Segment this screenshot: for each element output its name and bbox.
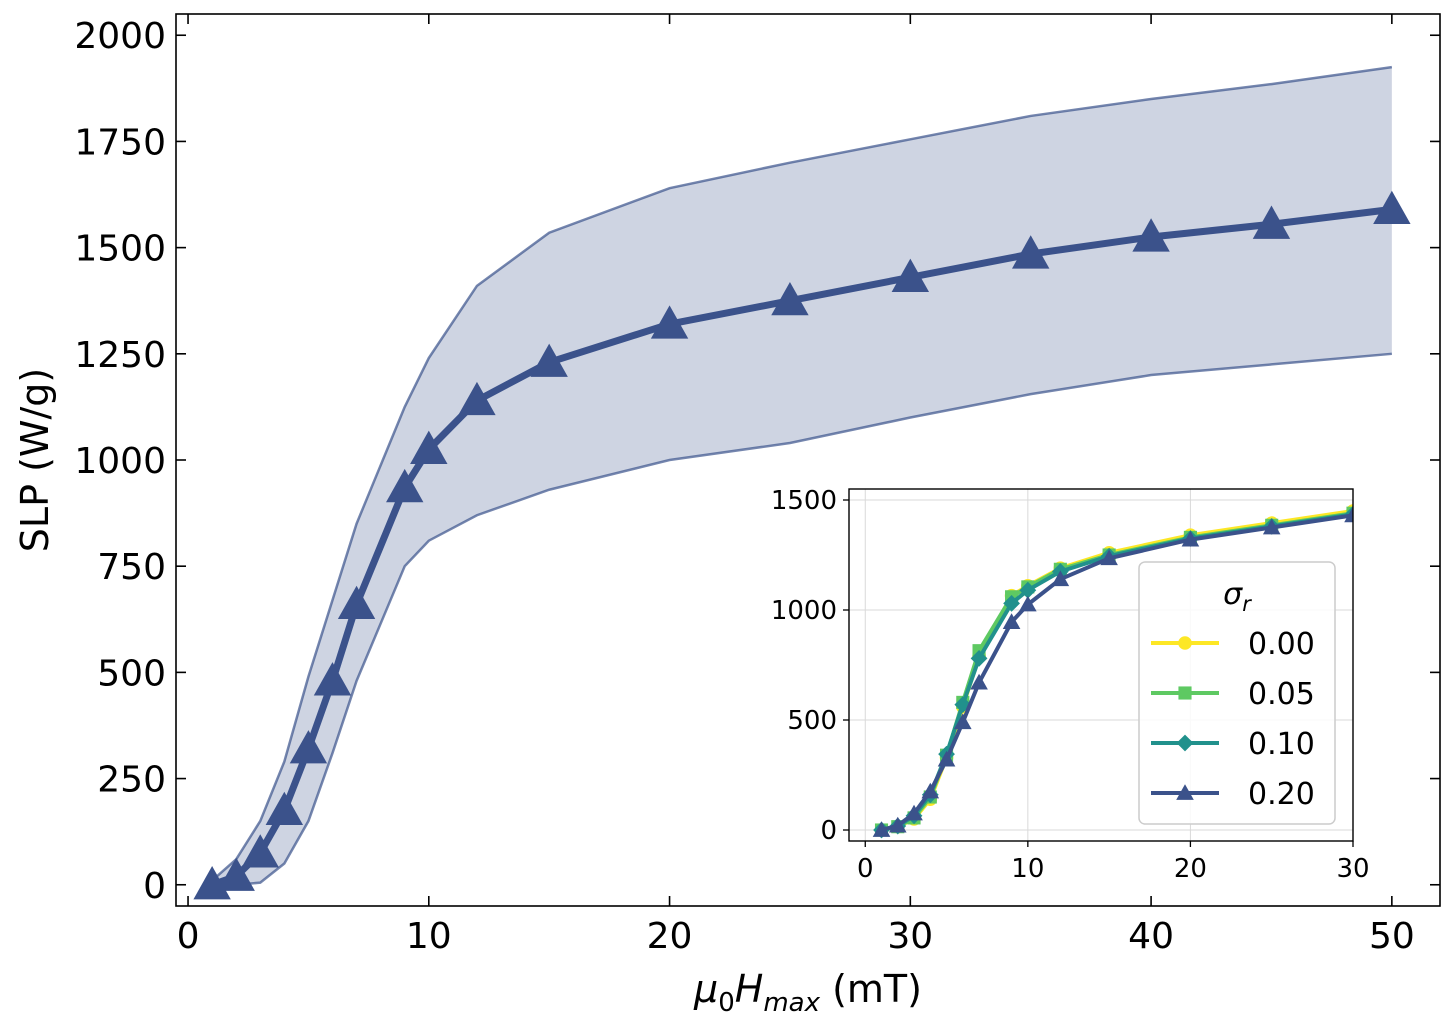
main-data-point	[1132, 218, 1170, 252]
inset-axis-ticks: 0 10 20 30 0 500 1000 1500	[771, 486, 1370, 884]
main-axis-ticks: 0 10 20 30 40 5002505007501000125015001750200…	[74, 14, 1440, 957]
x-tick-label: 0	[177, 916, 200, 957]
legend-entry-label: 0.00	[1248, 627, 1315, 662]
main-y-axis-label: SLP (W/g)	[13, 368, 57, 552]
legend-title: σr	[1223, 577, 1252, 616]
inset-data-point	[888, 816, 907, 833]
inset-data-point	[1100, 549, 1118, 566]
inset-y-tick-label: 1000	[771, 596, 837, 626]
inset-data-point	[937, 750, 956, 767]
y-tick-label: 250	[97, 760, 166, 801]
main-data-point	[410, 430, 448, 464]
main-data-point	[217, 857, 255, 891]
inset-data-point	[1344, 506, 1353, 523]
inset-y-tick-label: 0	[820, 816, 837, 846]
legend-entry-label: 0.20	[1248, 777, 1315, 812]
inset-data-point	[1003, 595, 1020, 612]
y-tick-label: 500	[97, 653, 166, 694]
legend-entry-label: 0.05	[1248, 677, 1315, 712]
inset-data-point	[1019, 595, 1037, 612]
main-x-axis-label: μ0Hmax (mT)	[693, 967, 922, 1018]
y-tick-label: 1500	[74, 229, 166, 270]
x-tick-label: 10	[406, 916, 452, 957]
main-data-point	[1012, 235, 1050, 269]
band-lower-edge	[212, 352, 1392, 889]
main-data-point	[337, 585, 376, 620]
band-upper-edge	[211, 65, 1393, 882]
inset-data-point	[905, 804, 923, 821]
y-tick-label: 750	[97, 547, 166, 588]
inset-x-tick-label: 0	[857, 854, 874, 884]
main-data-point	[193, 866, 231, 900]
legend-swatch-marker	[1178, 636, 1192, 650]
legend-swatch-marker	[1176, 784, 1194, 800]
legend-swatch-marker	[1176, 734, 1194, 752]
main-data-point	[650, 305, 689, 339]
inset-data-point	[1262, 518, 1281, 535]
inset-plot-frame	[848, 488, 1354, 842]
main-data-point	[289, 730, 328, 764]
main-data-point	[1252, 205, 1291, 239]
legend-entry-label: 0.10	[1248, 727, 1315, 762]
inset-data-point	[1002, 613, 1021, 629]
main-uncertainty-band-layer	[211, 65, 1393, 889]
main-data-point	[265, 791, 304, 826]
inset-data-point	[872, 821, 891, 837]
inset-data-point	[954, 713, 972, 730]
main-data-point	[241, 834, 279, 868]
x-tick-label: 20	[647, 916, 693, 957]
inset-legend: σr 0.00 0.05 0.10 0.20	[1138, 561, 1336, 825]
inset-x-tick-label: 30	[1336, 854, 1369, 884]
inset-y-tick-label: 500	[787, 706, 837, 736]
inset-data-point	[1019, 581, 1037, 599]
legend-box	[1138, 561, 1336, 825]
main-data-point	[1373, 190, 1411, 224]
legend-swatch-marker	[1178, 686, 1192, 700]
inset-data-point	[921, 782, 940, 799]
inset-data-point	[1051, 570, 1070, 587]
uncertainty-band-area	[212, 67, 1392, 887]
inset-data-point	[970, 650, 988, 667]
main-series-layer	[193, 190, 1411, 900]
inset-data-point	[970, 673, 988, 690]
inset-x-tick-label: 20	[1174, 854, 1207, 884]
main-data-point	[313, 662, 352, 696]
main-data-point	[458, 381, 496, 416]
y-tick-label: 0	[143, 866, 166, 907]
main-data-point	[891, 258, 930, 292]
y-tick-label: 1000	[74, 441, 166, 482]
x-tick-label: 40	[1128, 916, 1174, 957]
main-data-point	[530, 343, 568, 377]
inset-series-layer	[872, 504, 1353, 839]
y-tick-label: 1750	[74, 122, 166, 163]
main-data-point	[771, 282, 809, 316]
y-tick-label: 2000	[74, 16, 166, 57]
x-tick-label: 30	[887, 916, 933, 957]
x-tick-label: 50	[1369, 916, 1415, 957]
inset-x-tick-label: 10	[1011, 854, 1044, 884]
inset-data-point	[1181, 530, 1200, 547]
inset-y-tick-label: 1500	[771, 486, 837, 516]
y-tick-label: 1250	[74, 335, 166, 376]
legend-entries: 0.00 0.05 0.10 0.20	[1151, 627, 1315, 812]
main-data-point	[386, 468, 424, 503]
